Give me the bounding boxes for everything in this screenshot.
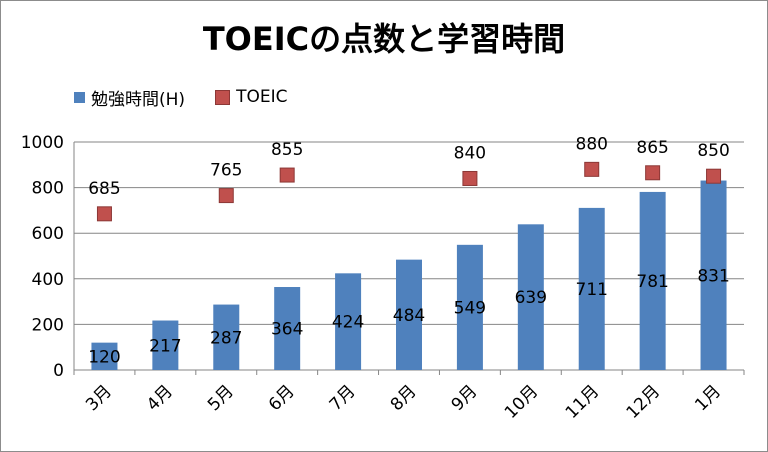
bar [91, 342, 118, 370]
legend-swatch-point [215, 89, 231, 105]
x-tick-label: 10月 [501, 381, 542, 422]
x-tick-label: 4月 [143, 381, 177, 415]
toeic-marker [706, 168, 722, 184]
toeic-data-label: 880 [576, 134, 608, 154]
toeic-data-label: 865 [636, 138, 668, 158]
toeic-data-label: 840 [454, 143, 486, 163]
chart-title: TOEICの点数と学習時間 [202, 20, 566, 58]
toeic-marker [645, 165, 661, 181]
bar [396, 259, 422, 370]
x-tick-label: 11月 [562, 381, 603, 422]
toeic-marker [462, 170, 478, 186]
bar-data-label: 287 [210, 328, 242, 348]
bar [517, 224, 544, 370]
x-tick-label: 3月 [82, 381, 116, 415]
y-tick-label: 800 [32, 179, 64, 199]
toeic-data-label: 765 [210, 161, 242, 181]
x-tick-label: 12月 [623, 381, 664, 422]
x-tick-label: 8月 [387, 381, 421, 415]
bar-data-label: 639 [515, 288, 547, 308]
bar-data-label: 424 [332, 313, 364, 333]
x-tick-label: 6月 [265, 381, 299, 415]
y-tick-label: 200 [32, 315, 64, 335]
bar-data-label: 217 [149, 336, 181, 356]
bar [639, 191, 666, 370]
bar-data-label: 831 [697, 266, 729, 286]
bar [213, 304, 240, 370]
x-tick-label: 7月 [326, 381, 360, 415]
y-tick-label: 1000 [21, 133, 64, 153]
toeic-data-label: 850 [697, 141, 729, 161]
legend-swatch-bar [74, 91, 85, 103]
bar-data-label: 781 [636, 272, 668, 292]
toeic-marker [218, 188, 234, 204]
toeic-marker [584, 161, 600, 177]
y-tick-label: 400 [32, 270, 64, 290]
bar-data-label: 711 [576, 280, 608, 300]
bar [456, 244, 483, 370]
legend-label-toeic: TOEIC [236, 87, 288, 107]
bar-data-label: 549 [454, 298, 486, 318]
x-tick-label: 9月 [448, 381, 482, 415]
bar-data-label: 120 [88, 347, 120, 367]
bar-data-label: 364 [271, 320, 303, 340]
legend-label-study-hours: 勉強時間(H) [91, 89, 186, 110]
bar-data-label: 484 [393, 306, 425, 326]
legend: 勉強時間(H) TOEIC [74, 85, 317, 110]
legend-item-toeic: TOEIC [215, 87, 287, 107]
bar [578, 207, 605, 370]
toeic-marker [96, 206, 112, 222]
bar [152, 320, 179, 370]
toeic-data-label: 685 [88, 179, 120, 199]
toeic-marker [279, 167, 295, 183]
bar [274, 287, 301, 370]
y-tick-label: 600 [32, 224, 64, 244]
bar [700, 180, 727, 370]
y-tick-label: 0 [53, 361, 64, 381]
toeic-data-label: 855 [271, 140, 303, 160]
x-tick-label: 5月 [204, 381, 238, 415]
legend-item-study-hours: 勉強時間(H) [74, 85, 185, 110]
x-tick-label: 1月 [691, 381, 725, 415]
bar [335, 273, 362, 370]
